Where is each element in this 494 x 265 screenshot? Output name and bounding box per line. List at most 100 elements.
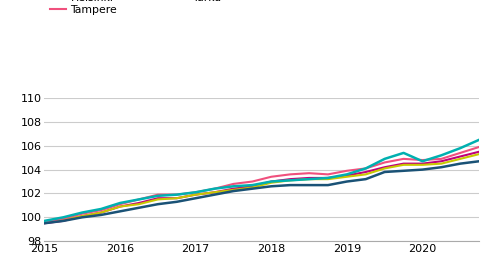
- Helsinki: [344, 175, 350, 178]
- Turku: [41, 219, 47, 223]
- Tampere: [382, 161, 388, 164]
- Helsinki: [231, 188, 237, 192]
- Rest of the country: [155, 203, 161, 206]
- Turku: [211, 187, 217, 190]
- Tampere: [344, 169, 350, 173]
- Rest of the country: [174, 200, 180, 204]
- Rest of the country: [41, 222, 47, 225]
- Greater Helsinki: [306, 176, 312, 180]
- Turku: [174, 193, 180, 196]
- Tampere: [41, 220, 47, 224]
- Tampere: [231, 182, 237, 186]
- Greater Helsinki: [382, 166, 388, 169]
- Helsinki: [287, 179, 293, 182]
- Turku: [80, 211, 85, 214]
- Rest of the country: [382, 170, 388, 174]
- Line: Rest of the country: Rest of the country: [44, 140, 494, 223]
- Helsinki: [306, 178, 312, 181]
- Tampere: [155, 193, 161, 196]
- Helsinki: [457, 157, 463, 161]
- Greater Helsinki: [211, 191, 217, 194]
- Turku: [98, 207, 104, 211]
- Greater Helsinki: [98, 211, 104, 214]
- Greater Helsinki: [80, 215, 85, 218]
- Turku: [287, 179, 293, 182]
- Turku: [155, 194, 161, 197]
- Rest of the country: [344, 180, 350, 183]
- Rest of the country: [457, 162, 463, 165]
- Tampere: [325, 173, 331, 176]
- Line: Tampere: Tampere: [44, 118, 494, 222]
- Rest of the country: [419, 168, 425, 171]
- Helsinki: [41, 220, 47, 224]
- Helsinki: [476, 153, 482, 156]
- Greater Helsinki: [287, 178, 293, 181]
- Turku: [193, 191, 199, 194]
- Greater Helsinki: [419, 162, 425, 165]
- Legend: Greater Helsinki, Helsinki, Tampere, Rest of the country, Turku: Greater Helsinki, Helsinki, Tampere, Res…: [50, 0, 296, 15]
- Turku: [249, 183, 255, 187]
- Greater Helsinki: [325, 176, 331, 180]
- Greater Helsinki: [344, 174, 350, 177]
- Tampere: [457, 151, 463, 154]
- Greater Helsinki: [41, 222, 47, 225]
- Tampere: [211, 187, 217, 190]
- Tampere: [287, 173, 293, 176]
- Tampere: [268, 175, 274, 178]
- Tampere: [117, 203, 123, 206]
- Rest of the country: [60, 219, 66, 223]
- Tampere: [136, 198, 142, 201]
- Helsinki: [363, 173, 369, 176]
- Helsinki: [401, 163, 407, 166]
- Greater Helsinki: [60, 219, 66, 223]
- Turku: [325, 176, 331, 180]
- Rest of the country: [268, 185, 274, 188]
- Rest of the country: [438, 166, 444, 169]
- Tampere: [249, 180, 255, 183]
- Helsinki: [136, 203, 142, 206]
- Helsinki: [268, 181, 274, 184]
- Turku: [306, 178, 312, 181]
- Greater Helsinki: [136, 201, 142, 205]
- Rest of the country: [80, 216, 85, 219]
- Helsinki: [60, 218, 66, 221]
- Turku: [231, 185, 237, 188]
- Greater Helsinki: [231, 187, 237, 190]
- Helsinki: [382, 167, 388, 170]
- Tampere: [438, 157, 444, 161]
- Helsinki: [80, 215, 85, 218]
- Rest of the country: [249, 187, 255, 190]
- Turku: [476, 138, 482, 142]
- Tampere: [60, 217, 66, 220]
- Turku: [419, 160, 425, 163]
- Line: Helsinki: Helsinki: [44, 122, 494, 222]
- Turku: [136, 198, 142, 201]
- Greater Helsinki: [438, 160, 444, 163]
- Turku: [117, 201, 123, 205]
- Helsinki: [193, 193, 199, 196]
- Greater Helsinki: [117, 205, 123, 208]
- Rest of the country: [401, 169, 407, 173]
- Helsinki: [98, 211, 104, 214]
- Greater Helsinki: [249, 185, 255, 188]
- Greater Helsinki: [268, 180, 274, 183]
- Rest of the country: [211, 193, 217, 196]
- Helsinki: [174, 197, 180, 200]
- Turku: [363, 167, 369, 170]
- Turku: [382, 157, 388, 161]
- Tampere: [476, 145, 482, 149]
- Rest of the country: [325, 183, 331, 187]
- Tampere: [80, 212, 85, 215]
- Turku: [401, 151, 407, 154]
- Greater Helsinki: [401, 162, 407, 165]
- Rest of the country: [231, 189, 237, 193]
- Turku: [457, 147, 463, 150]
- Line: Turku: Turku: [44, 98, 494, 221]
- Turku: [438, 154, 444, 157]
- Greater Helsinki: [193, 193, 199, 196]
- Tampere: [306, 172, 312, 175]
- Rest of the country: [193, 197, 199, 200]
- Tampere: [193, 191, 199, 194]
- Rest of the country: [476, 160, 482, 163]
- Tampere: [401, 157, 407, 161]
